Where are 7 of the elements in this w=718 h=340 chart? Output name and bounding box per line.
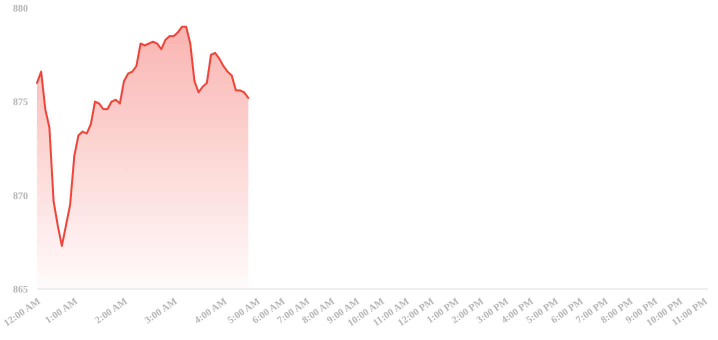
x-tick-label: 1:00 AM [43,296,80,326]
y-tick-label: 880 [13,4,28,14]
x-tick-label: 3:00 AM [142,296,180,326]
y-tick-label: 870 [13,190,28,202]
x-tick-label: 2:00 AM [93,296,130,326]
y-tick-label: 875 [13,97,28,108]
y-tick-label: 865 [13,284,28,296]
